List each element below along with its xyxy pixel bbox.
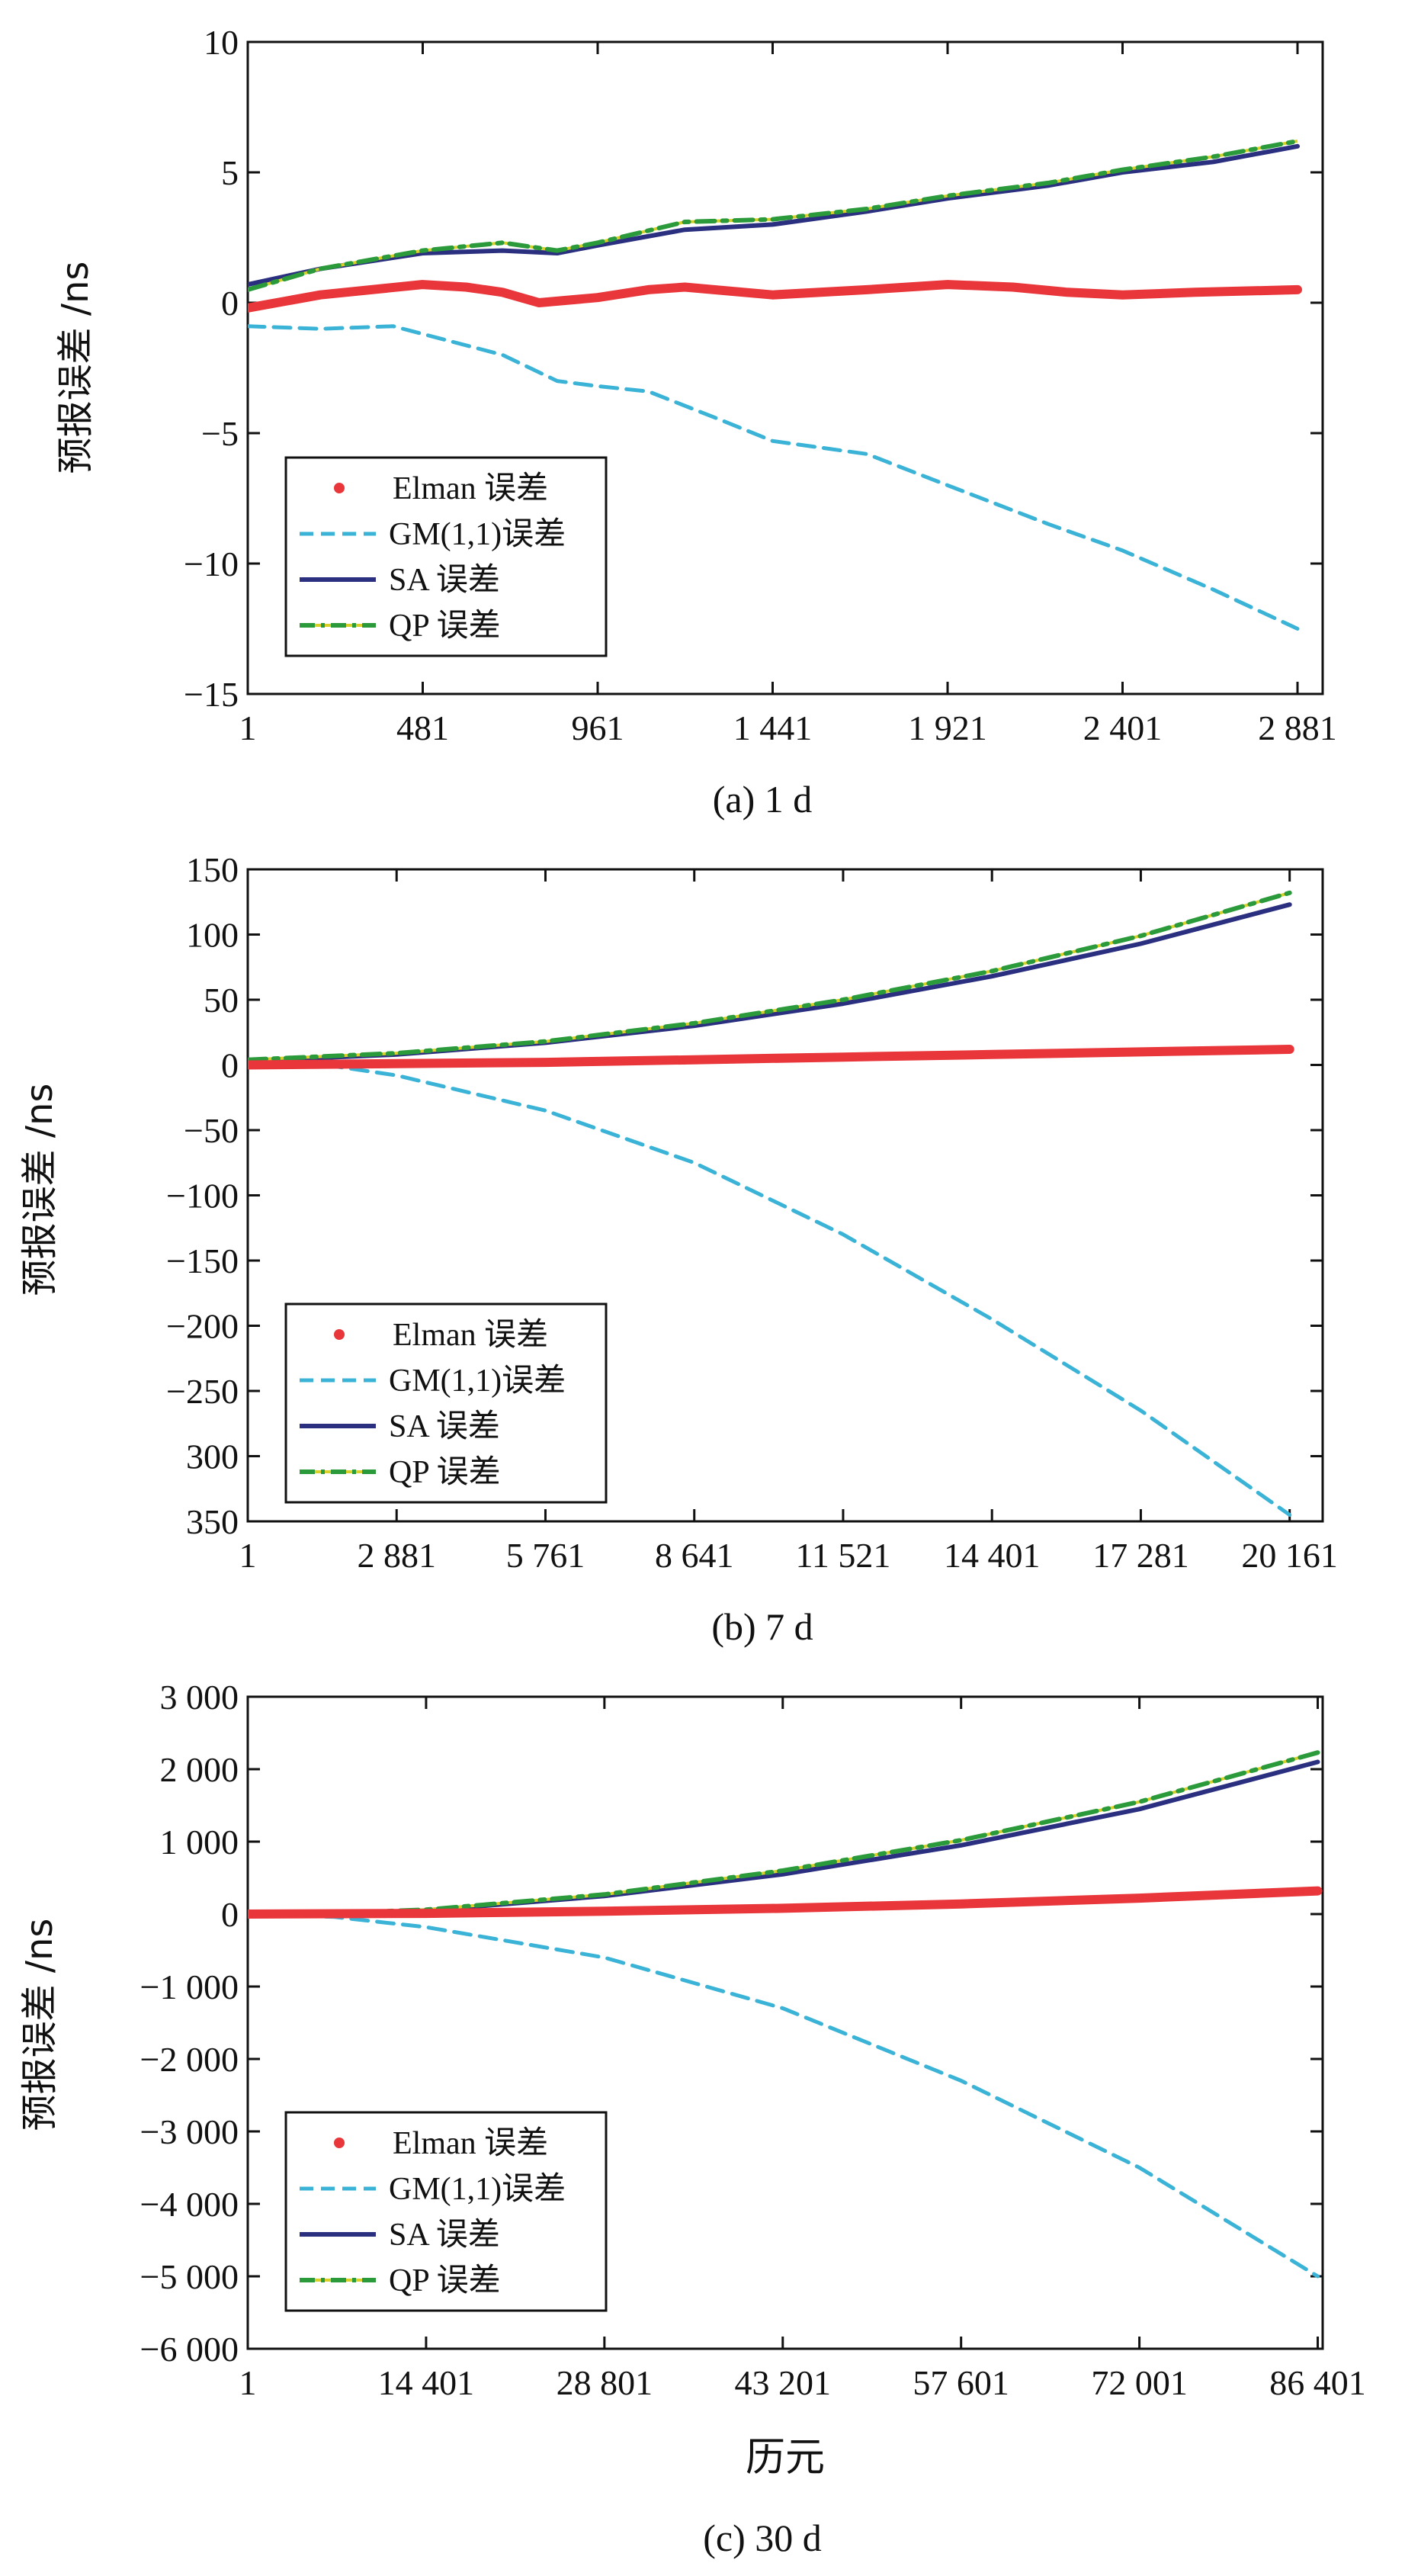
panel-caption: (b) 7 d <box>711 1605 813 1648</box>
legend-label: QP 误差 <box>389 609 501 644</box>
legend-label: SA 误差 <box>389 1409 500 1444</box>
y-tick-label: −100 <box>166 1177 239 1216</box>
y-tick-label: 0 <box>221 284 239 323</box>
x-axis-label: 历元 <box>746 2435 825 2481</box>
y-tick-label: 2 000 <box>160 1750 239 1789</box>
y-tick-label: −10 <box>184 544 239 583</box>
x-tick-label: 57 601 <box>913 2363 1009 2402</box>
x-tick-label: 11 521 <box>796 1536 891 1575</box>
y-axis-label: 预报误差 /ns <box>54 262 97 474</box>
x-tick-label: 14 401 <box>378 2363 475 2402</box>
y-tick-label: −250 <box>166 1372 239 1411</box>
legend-marker-elman <box>334 2138 345 2148</box>
y-tick-label: −3 000 <box>140 2112 239 2151</box>
legend-label: SA 误差 <box>389 563 500 598</box>
x-tick-label: 2 401 <box>1083 708 1163 747</box>
series-line-qp-highlight <box>248 891 1291 1062</box>
x-tick-label: 86 401 <box>1269 2363 1366 2402</box>
x-tick-label: 2 881 <box>1258 708 1337 747</box>
panel-caption: (c) 30 d <box>703 2517 822 2559</box>
x-tick-label: 43 201 <box>735 2363 832 2402</box>
y-tick-label: 0 <box>221 1046 239 1085</box>
y-tick-label: −5 000 <box>140 2257 239 2296</box>
y-tick-label: 0 <box>221 1895 239 1934</box>
x-tick-label: 1 921 <box>908 708 987 747</box>
x-tick-label: 14 401 <box>944 1536 1041 1575</box>
x-tick-label: 72 001 <box>1091 2363 1188 2402</box>
legend: Elman 误差 GM(1,1)误差 SA 误差 QP 误差 <box>284 456 608 657</box>
legend-label: Elman 误差 <box>393 2126 548 2161</box>
y-tick-label: −1 000 <box>140 1967 239 2006</box>
x-tick-label: 1 <box>239 1536 257 1575</box>
chart-panel-1: 10 5 0 −5 −10 −151 481 961 1 441 1 921 2 401 2 881 E… <box>54 23 1337 821</box>
y-tick-label: 5 <box>221 153 239 192</box>
y-tick-label: 350 <box>186 1502 239 1541</box>
y-tick-label: 1 000 <box>160 1823 239 1861</box>
series-line-elman <box>248 1045 1294 1070</box>
panel-caption: (a) 1 d <box>713 778 813 821</box>
x-tick-label: 5 761 <box>506 1536 585 1575</box>
x-tick-label: 2 881 <box>357 1536 436 1575</box>
plot-frame <box>246 1695 1324 2350</box>
series-line-elman <box>248 1886 1323 1919</box>
series-line-qp <box>248 890 1292 1062</box>
series-line-gm11 <box>248 324 1300 631</box>
y-tick-label: −6 000 <box>140 2330 239 2369</box>
legend-marker-elman <box>334 483 345 493</box>
series-line-sa <box>248 1759 1320 1916</box>
y-tick-label: 100 <box>186 916 239 955</box>
legend-label: SA 误差 <box>389 2218 500 2253</box>
series-line-sa <box>248 143 1300 287</box>
series-line-qp <box>248 1750 1320 1916</box>
y-tick-label: 150 <box>186 850 239 889</box>
legend-label: QP 误差 <box>389 2263 501 2298</box>
x-tick-label: 28 801 <box>557 2363 653 2402</box>
legend: Elman 误差 GM(1,1)误差 SA 误差 QP 误差 <box>284 2111 608 2312</box>
series-line-qp-highlight <box>248 140 1298 291</box>
y-tick-label: 3 000 <box>160 1678 239 1717</box>
y-tick-label: 10 <box>204 23 239 62</box>
legend-label: GM(1,1)误差 <box>389 2172 566 2207</box>
series-line-elman <box>248 280 1302 313</box>
y-tick-label: 50 <box>204 981 239 1020</box>
y-tick-label: −200 <box>166 1307 239 1346</box>
legend: Elman 误差 GM(1,1)误差 SA 误差 QP 误差 <box>284 1302 608 1504</box>
series-line-qp-highlight <box>248 1751 1319 1916</box>
chart-panel-3: 3 000 2 000 1 000 0 −1 000 −2 000 −3 000 −4 000… <box>18 1678 1366 2559</box>
x-tick-label: 1 <box>239 2363 257 2402</box>
y-tick-label: −4 000 <box>140 2185 239 2224</box>
x-tick-label: 20 161 <box>1241 1536 1338 1575</box>
legend-marker-elman <box>334 1329 345 1340</box>
plot-frame <box>246 40 1324 695</box>
y-tick-label: −15 <box>184 675 239 714</box>
y-tick-label: −50 <box>184 1111 239 1150</box>
x-tick-label: 8 641 <box>655 1536 734 1575</box>
series-line-gm11 <box>248 1912 1320 2279</box>
y-axis-label: 预报误差 /ns <box>18 1919 61 2131</box>
x-tick-label: 17 281 <box>1092 1536 1189 1575</box>
x-tick-label: 481 <box>396 708 449 747</box>
legend-label: Elman 误差 <box>393 1318 548 1353</box>
legend-label: GM(1,1)误差 <box>389 1363 566 1399</box>
y-tick-label: −5 <box>201 414 239 453</box>
series-line-gm11 <box>248 1058 1292 1517</box>
x-tick-label: 961 <box>572 708 624 747</box>
y-tick-label: −150 <box>166 1241 239 1280</box>
series-line-qp <box>248 139 1300 292</box>
y-tick-label: 300 <box>186 1437 239 1476</box>
y-axis-label: 预报误差 /ns <box>18 1084 61 1296</box>
x-tick-label: 1 <box>239 708 257 747</box>
x-tick-label: 1 441 <box>733 708 813 747</box>
series-line-sa <box>248 902 1292 1064</box>
legend-label: Elman 误差 <box>393 471 548 506</box>
legend-label: QP 误差 <box>389 1455 501 1490</box>
legend-label: GM(1,1)误差 <box>389 517 566 552</box>
y-tick-label: −2 000 <box>140 2040 239 2079</box>
